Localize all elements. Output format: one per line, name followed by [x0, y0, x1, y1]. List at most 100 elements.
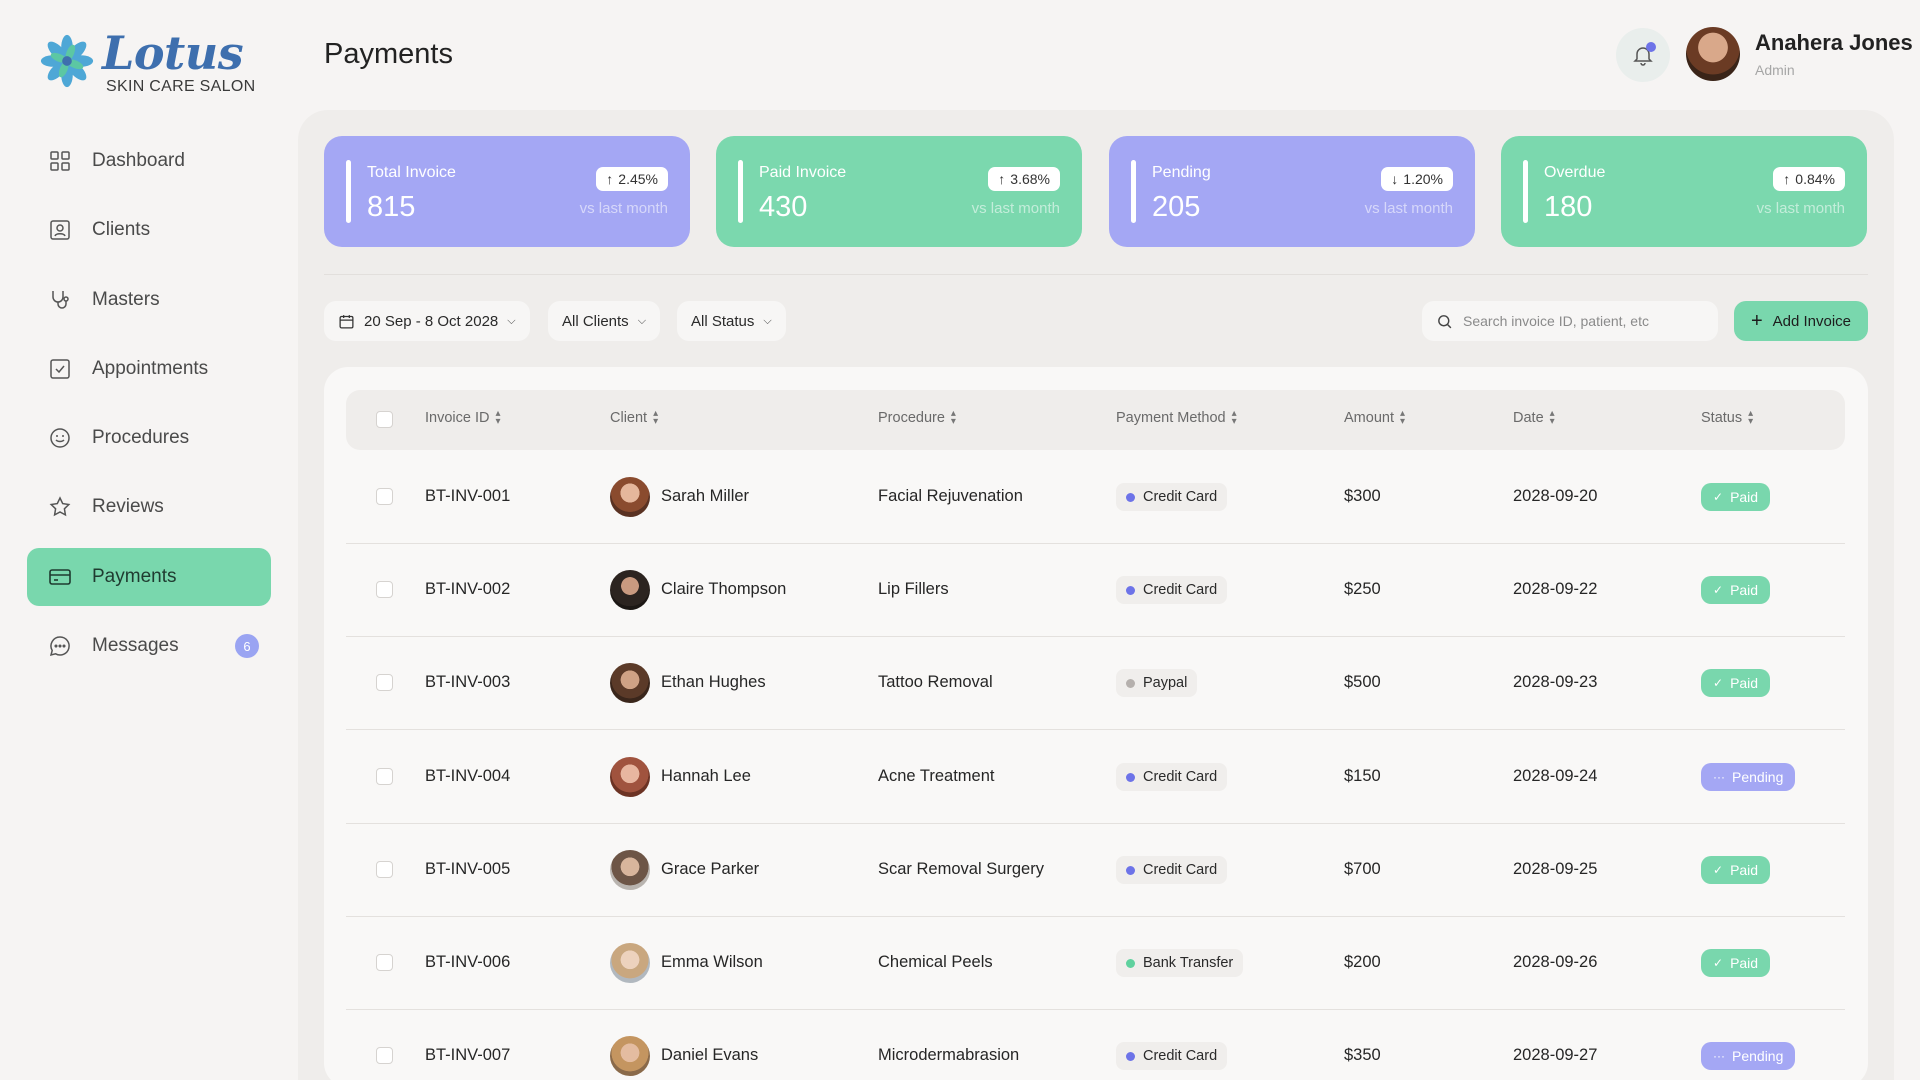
client-name[interactable]: Claire Thompson	[661, 580, 787, 598]
column-label: Invoice ID	[425, 410, 490, 426]
client-name[interactable]: Ethan Hughes	[661, 673, 766, 691]
payment-method-badge: Credit Card	[1116, 856, 1228, 884]
status-label: Pending	[1732, 769, 1784, 785]
status-filter[interactable]: All Status ⌵	[677, 301, 786, 341]
credit-card-dot	[1126, 492, 1135, 502]
clients-filter-value: All Clients	[562, 312, 629, 330]
status-label: Paid	[1730, 675, 1759, 691]
invoice-id[interactable]: BT-INV-005	[425, 860, 511, 878]
credit-card-dot	[1126, 772, 1135, 782]
client-avatar	[610, 850, 650, 890]
amount: $700	[1344, 860, 1381, 878]
amount: $250	[1344, 580, 1381, 598]
search-input[interactable]	[1463, 313, 1703, 329]
invoice-id[interactable]: BT-INV-002	[425, 580, 511, 598]
row-divider	[346, 543, 1845, 544]
column-header-amount[interactable]: Amount ▴ ▾	[1344, 408, 1406, 427]
status-label: Paid	[1730, 489, 1759, 505]
brand-logo[interactable]: Lotus SKIN CARE SALON	[38, 30, 255, 96]
ellipsis-icon: ···	[1713, 1049, 1725, 1063]
notifications-button[interactable]	[1616, 28, 1670, 82]
face-icon	[48, 426, 72, 450]
sidebar-nav: Dashboard Clients Masters Appointments P…	[27, 132, 271, 686]
sidebar-item-messages[interactable]: Messages 6	[27, 617, 271, 675]
arrow-down-icon: ↓	[1391, 171, 1399, 187]
procedure: Tattoo Removal	[878, 673, 993, 691]
column-header-status[interactable]: Status ▴ ▾	[1701, 408, 1754, 427]
user-avatar[interactable]	[1686, 27, 1740, 81]
bell-icon	[1633, 47, 1653, 66]
date: 2028-09-24	[1513, 767, 1598, 785]
client-avatar	[610, 477, 650, 517]
sidebar-item-payments[interactable]: Payments	[27, 547, 271, 606]
stat-change-badge: ↑ 2.45%	[596, 167, 668, 191]
invoice-id[interactable]: BT-INV-003	[425, 673, 511, 691]
amount: $500	[1344, 673, 1381, 691]
sidebar-item-appointments[interactable]: Appointments	[27, 340, 271, 398]
invoice-id[interactable]: BT-INV-007	[425, 1046, 511, 1064]
client-name[interactable]: Emma Wilson	[661, 953, 763, 971]
sort-icon: ▴ ▾	[1748, 408, 1754, 427]
amount: $300	[1344, 487, 1381, 505]
invoice-id[interactable]: BT-INV-001	[425, 487, 511, 505]
sort-icon: ▴ ▾	[1399, 408, 1406, 427]
date: 2028-09-22	[1513, 580, 1598, 598]
column-label: Status	[1701, 410, 1743, 426]
column-header-date[interactable]: Date ▴ ▾	[1513, 409, 1555, 427]
date-range-filter[interactable]: 20 Sep - 8 Oct 2028 ⌵	[324, 301, 530, 341]
client-name[interactable]: Daniel Evans	[661, 1046, 759, 1064]
status-badge: ··· Pending	[1701, 1042, 1796, 1070]
row-checkbox[interactable]	[376, 861, 393, 878]
section-divider	[324, 274, 1868, 275]
column-header-client[interactable]: Client ▴ ▾	[610, 409, 658, 427]
row-checkbox[interactable]	[376, 768, 393, 785]
add-invoice-button[interactable]: + Add Invoice	[1734, 301, 1868, 341]
stat-accent-bar	[738, 160, 743, 223]
sidebar-item-reviews[interactable]: Reviews	[27, 478, 271, 536]
sidebar-item-label: Messages	[92, 635, 179, 657]
payment-method-badge: Credit Card	[1116, 483, 1228, 511]
column-header-payment-method[interactable]: Payment Method ▴ ▾	[1116, 409, 1237, 427]
column-header-procedure[interactable]: Procedure ▴ ▾	[878, 409, 956, 427]
status-badge: ✓ Paid	[1701, 483, 1771, 511]
procedure: Acne Treatment	[878, 767, 995, 785]
row-checkbox[interactable]	[376, 581, 393, 598]
clients-filter[interactable]: All Clients ⌵	[548, 301, 661, 341]
ellipsis-icon: ···	[1713, 770, 1725, 784]
row-checkbox[interactable]	[376, 674, 393, 691]
select-all-checkbox[interactable]	[376, 411, 393, 428]
invoice-id[interactable]: BT-INV-006	[425, 953, 511, 971]
row-checkbox[interactable]	[376, 1047, 393, 1064]
payment-method: Credit Card	[1143, 489, 1218, 505]
sidebar-item-clients[interactable]: Clients	[27, 201, 271, 259]
brand-name: Lotus	[102, 26, 244, 80]
card-icon	[48, 565, 72, 589]
row-checkbox[interactable]	[376, 954, 393, 971]
date: 2028-09-20	[1513, 487, 1598, 505]
sidebar-item-dashboard[interactable]: Dashboard	[27, 132, 271, 190]
procedure: Facial Rejuvenation	[878, 487, 1023, 505]
status-label: Paid	[1730, 955, 1759, 971]
user-role: Admin	[1755, 62, 1795, 78]
stat-change-badge: ↑ 0.84%	[1773, 167, 1845, 191]
check-circle-icon: ✓	[1713, 863, 1724, 877]
calendar-icon	[339, 314, 354, 329]
sidebar-item-masters[interactable]: Masters	[27, 271, 271, 329]
row-checkbox[interactable]	[376, 488, 393, 505]
date: 2028-09-25	[1513, 860, 1598, 878]
status-badge: ··· Pending	[1701, 763, 1796, 791]
client-name[interactable]: Grace Parker	[661, 860, 760, 878]
client-name[interactable]: Sarah Miller	[661, 487, 750, 505]
stat-value: 430	[759, 191, 808, 223]
stat-value: 180	[1544, 191, 1593, 223]
procedure: Microdermabrasion	[878, 1046, 1020, 1064]
client-name[interactable]: Hannah Lee	[661, 767, 751, 785]
payment-method: Paypal	[1143, 675, 1188, 691]
sidebar-item-label: Payments	[92, 565, 177, 587]
sidebar-item-procedures[interactable]: Procedures	[27, 409, 271, 467]
stat-note: vs last month	[971, 200, 1060, 217]
sidebar-item-label: Masters	[92, 288, 160, 310]
column-header-invoice-id[interactable]: Invoice ID ▴ ▾	[425, 409, 501, 427]
invoice-id[interactable]: BT-INV-004	[425, 767, 511, 785]
stat-card-overdue: Overdue 180 ↑ 0.84% vs last month	[1501, 136, 1867, 247]
